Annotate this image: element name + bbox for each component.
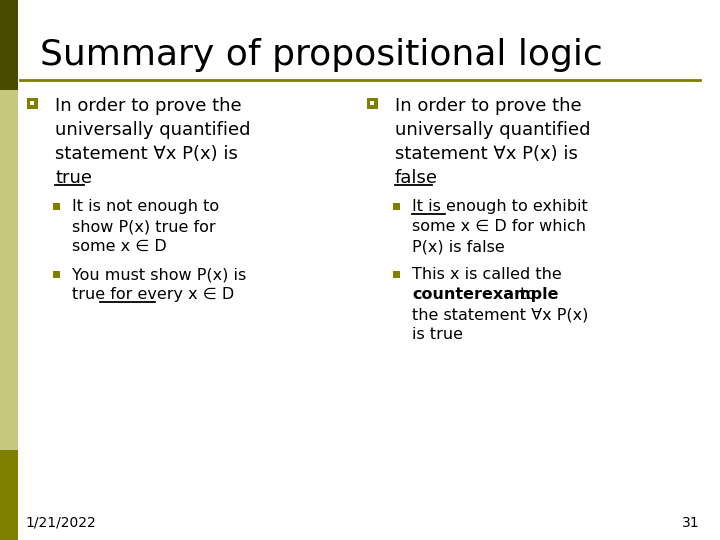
- Text: P(x) is false: P(x) is false: [412, 239, 505, 254]
- Bar: [366, 98, 377, 109]
- Text: true: true: [55, 169, 92, 187]
- Bar: [392, 271, 400, 278]
- Text: statement ∀x P(x) is: statement ∀x P(x) is: [55, 145, 238, 163]
- Text: is true: is true: [412, 327, 463, 342]
- Text: to: to: [515, 287, 536, 302]
- Bar: [0, 90, 18, 450]
- Text: 31: 31: [683, 516, 700, 530]
- Text: This x is called the: This x is called the: [412, 267, 562, 282]
- Bar: [27, 98, 37, 109]
- Bar: [53, 271, 60, 278]
- Bar: [0, 450, 18, 540]
- Bar: [369, 100, 374, 105]
- Text: some x ∈ D: some x ∈ D: [72, 239, 167, 254]
- Bar: [392, 202, 400, 210]
- Bar: [0, 0, 18, 90]
- Bar: [30, 100, 35, 105]
- Text: You must show P(x) is: You must show P(x) is: [72, 267, 246, 282]
- Text: show P(x) true for: show P(x) true for: [72, 219, 215, 234]
- Text: the statement ∀x P(x): the statement ∀x P(x): [412, 307, 588, 322]
- Text: In order to prove the: In order to prove the: [395, 97, 582, 115]
- Text: true for every x ∈ D: true for every x ∈ D: [72, 287, 234, 302]
- Text: Summary of propositional logic: Summary of propositional logic: [40, 38, 603, 72]
- Text: counterexample: counterexample: [412, 287, 559, 302]
- Text: In order to prove the: In order to prove the: [55, 97, 242, 115]
- Text: It is enough to exhibit: It is enough to exhibit: [412, 199, 588, 214]
- Text: universally quantified: universally quantified: [395, 121, 590, 139]
- Text: 1/21/2022: 1/21/2022: [25, 516, 96, 530]
- Text: universally quantified: universally quantified: [55, 121, 251, 139]
- Bar: [53, 202, 60, 210]
- Text: statement ∀x P(x) is: statement ∀x P(x) is: [395, 145, 578, 163]
- Text: some x ∈ D for which: some x ∈ D for which: [412, 219, 586, 234]
- Text: false: false: [395, 169, 438, 187]
- Text: It is not enough to: It is not enough to: [72, 199, 219, 214]
